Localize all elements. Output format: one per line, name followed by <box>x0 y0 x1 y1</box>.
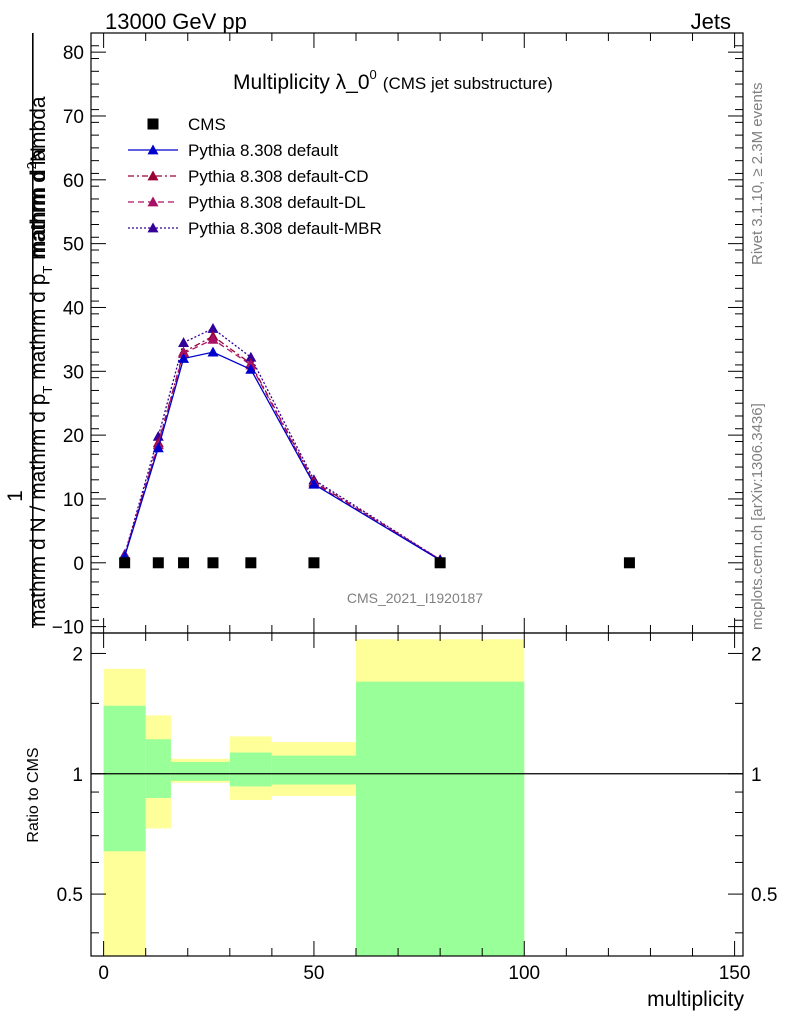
ratio-y-tick-label-right: 0.5 <box>751 885 777 906</box>
ylabel-num-sup: 2 <box>24 162 39 169</box>
data-point <box>434 557 446 569</box>
header-right: Jets <box>691 9 731 34</box>
legend-label: Pythia 8.308 default-DL <box>188 193 366 212</box>
ratio-y-tick-label: 0.5 <box>57 885 83 906</box>
title-paren: (CMS jet substructure) <box>383 74 553 93</box>
data-point <box>152 557 164 569</box>
ratio-band-green <box>271 755 357 785</box>
x-tick-label: 150 <box>719 963 751 984</box>
series-point <box>178 337 190 347</box>
series-point <box>245 363 257 374</box>
y-tick-label: 0 <box>73 554 84 575</box>
ylabel-den-c: mathrm d lambda <box>27 96 50 266</box>
legend-label: Pythia 8.308 default-CD <box>188 167 369 186</box>
series-layer <box>119 323 635 569</box>
x-axis-label: multiplicity <box>647 988 744 1011</box>
legend-marker <box>147 118 159 130</box>
ylabel-den-sub2: T <box>40 266 55 274</box>
legend-label: Pythia 8.308 default-MBR <box>188 219 382 238</box>
ratio-band-green <box>170 762 230 781</box>
series-point <box>178 347 190 358</box>
ylabel-den-a: mathrm d N / mathrm d p <box>27 394 50 627</box>
ratio-y-tick-label-right: 2 <box>751 644 762 665</box>
series-point <box>207 323 219 333</box>
legend-label: CMS <box>188 115 226 134</box>
series-line <box>124 335 441 561</box>
x-tick-label: 50 <box>303 963 324 984</box>
ratio-y-tick-label-right: 1 <box>751 765 762 786</box>
legend-marker <box>147 222 159 233</box>
y-tick-label: 70 <box>63 107 84 128</box>
ratio-y-tick-label: 2 <box>72 644 83 665</box>
ylabel-fraction-bar <box>32 33 34 628</box>
ylabel-denominator: mathrm d N / mathrm d pT mathrm d pT mat… <box>27 96 55 627</box>
data-point <box>245 557 257 569</box>
y-tick-label: 40 <box>63 298 84 319</box>
ratio-bands <box>91 639 743 956</box>
axes: −10 0 10 20 30 40 50 60 70 80 0 50 100 150 0.5 0.5 1 1 2 2 <box>52 32 777 984</box>
data-point <box>119 557 131 569</box>
legend-marker <box>147 170 159 181</box>
y-tick-label: 50 <box>63 235 84 256</box>
legend: CMS Pythia 8.308 default Pythia 8.308 defa… <box>128 115 382 238</box>
series-point <box>178 353 190 363</box>
plot-title: Multiplicity λ_00 (CMS jet substructure) <box>233 67 553 94</box>
y-tick-label: 60 <box>63 171 84 192</box>
analysis-tag: CMS_2021_I1920187 <box>347 590 483 606</box>
y-tick-label: 30 <box>63 362 84 383</box>
ratio-y-tick-label: 1 <box>72 765 83 786</box>
ratio-band-green <box>103 705 146 852</box>
series-point <box>308 478 320 489</box>
y-axis-label: 1 mathrm d2N mathrm d N / mathrm d pT ma… <box>4 33 55 628</box>
series-point <box>207 346 219 357</box>
data-point <box>623 557 635 569</box>
mcplots-label: mcplots.cern.ch [arXiv:1306.3436] <box>749 403 766 630</box>
data-point <box>178 557 190 569</box>
ratio-band-green <box>229 752 272 787</box>
series-line <box>124 327 441 561</box>
header-left: 13000 GeV pp <box>105 9 247 34</box>
x-tick-label: 100 <box>508 963 540 984</box>
y-tick-label: 80 <box>63 43 84 64</box>
y-tick-label: 10 <box>63 490 84 511</box>
legend-label: Pythia 8.308 default <box>188 141 339 160</box>
series-point <box>207 333 219 344</box>
ratio-ylabel: Ratio to CMS <box>25 747 42 842</box>
legend-marker <box>147 144 159 155</box>
ratio-band-green <box>145 739 171 798</box>
ylabel-numerator-1: 1 <box>4 490 27 502</box>
data-point <box>308 557 320 569</box>
ratio-band-green <box>356 681 525 956</box>
rivet-label: Rivet 3.1.10, ≥ 2.3M events <box>749 83 766 266</box>
data-point <box>207 557 219 569</box>
y-tick-label: 20 <box>63 426 84 447</box>
title-main: Multiplicity λ_0 <box>233 71 370 94</box>
y-tick-label: −10 <box>52 618 84 639</box>
ylabel-den-b: mathrm d p <box>27 274 50 386</box>
x-tick-label: 0 <box>98 963 109 984</box>
ratio-frame <box>90 632 744 957</box>
legend-marker <box>147 196 159 207</box>
series-line <box>124 338 441 561</box>
title-sup: 0 <box>370 67 377 82</box>
series-point <box>152 442 164 453</box>
series-point <box>245 351 257 362</box>
ylabel-den-sub1: T <box>40 386 55 394</box>
